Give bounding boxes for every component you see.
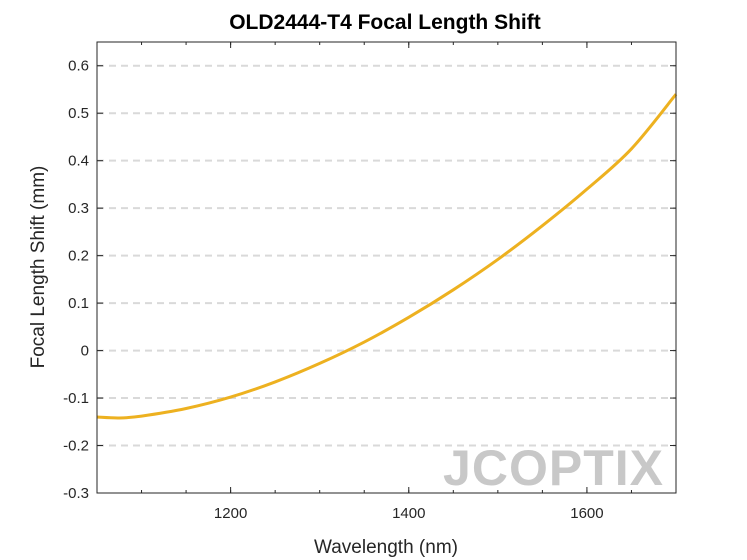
x-axis-label: Wavelength (nm) bbox=[314, 537, 458, 558]
grid bbox=[97, 64, 676, 447]
y-tick-label: -0.3 bbox=[63, 485, 89, 502]
y-tick-label: 0.3 bbox=[68, 200, 89, 217]
x-tick-label: 1400 bbox=[392, 505, 425, 522]
y-tick-label: 0.6 bbox=[68, 58, 89, 75]
plot-area bbox=[97, 42, 676, 493]
watermark-text: JCOPTIX bbox=[443, 440, 664, 496]
watermark-logo: JCOPTIX bbox=[443, 440, 664, 496]
x-tick-label: 1600 bbox=[570, 505, 603, 522]
series-line bbox=[96, 93, 678, 420]
y-axis: -0.3 -0.2 -0.1 0 0.1 0.2 0.3 0.4 0.5 0.6 bbox=[63, 58, 676, 502]
y-tick-label: 0.4 bbox=[68, 153, 89, 170]
y-tick-label: 0 bbox=[81, 343, 89, 360]
x-tick-label: 1200 bbox=[214, 505, 247, 522]
y-tick-label: 0.2 bbox=[68, 248, 89, 265]
x-axis: 1200 1400 1600 bbox=[141, 42, 632, 522]
plot-frame bbox=[96, 41, 677, 494]
y-tick-label: -0.1 bbox=[63, 390, 89, 407]
y-tick-label: 0.5 bbox=[68, 105, 89, 122]
y-tick-label: 0.1 bbox=[68, 295, 89, 312]
series-group bbox=[96, 93, 678, 420]
y-axis-label: Focal Length Shift (mm) bbox=[28, 166, 49, 369]
chart-title: OLD2444-T4 Focal Length Shift bbox=[229, 11, 541, 34]
y-tick-label: -0.2 bbox=[63, 438, 89, 455]
